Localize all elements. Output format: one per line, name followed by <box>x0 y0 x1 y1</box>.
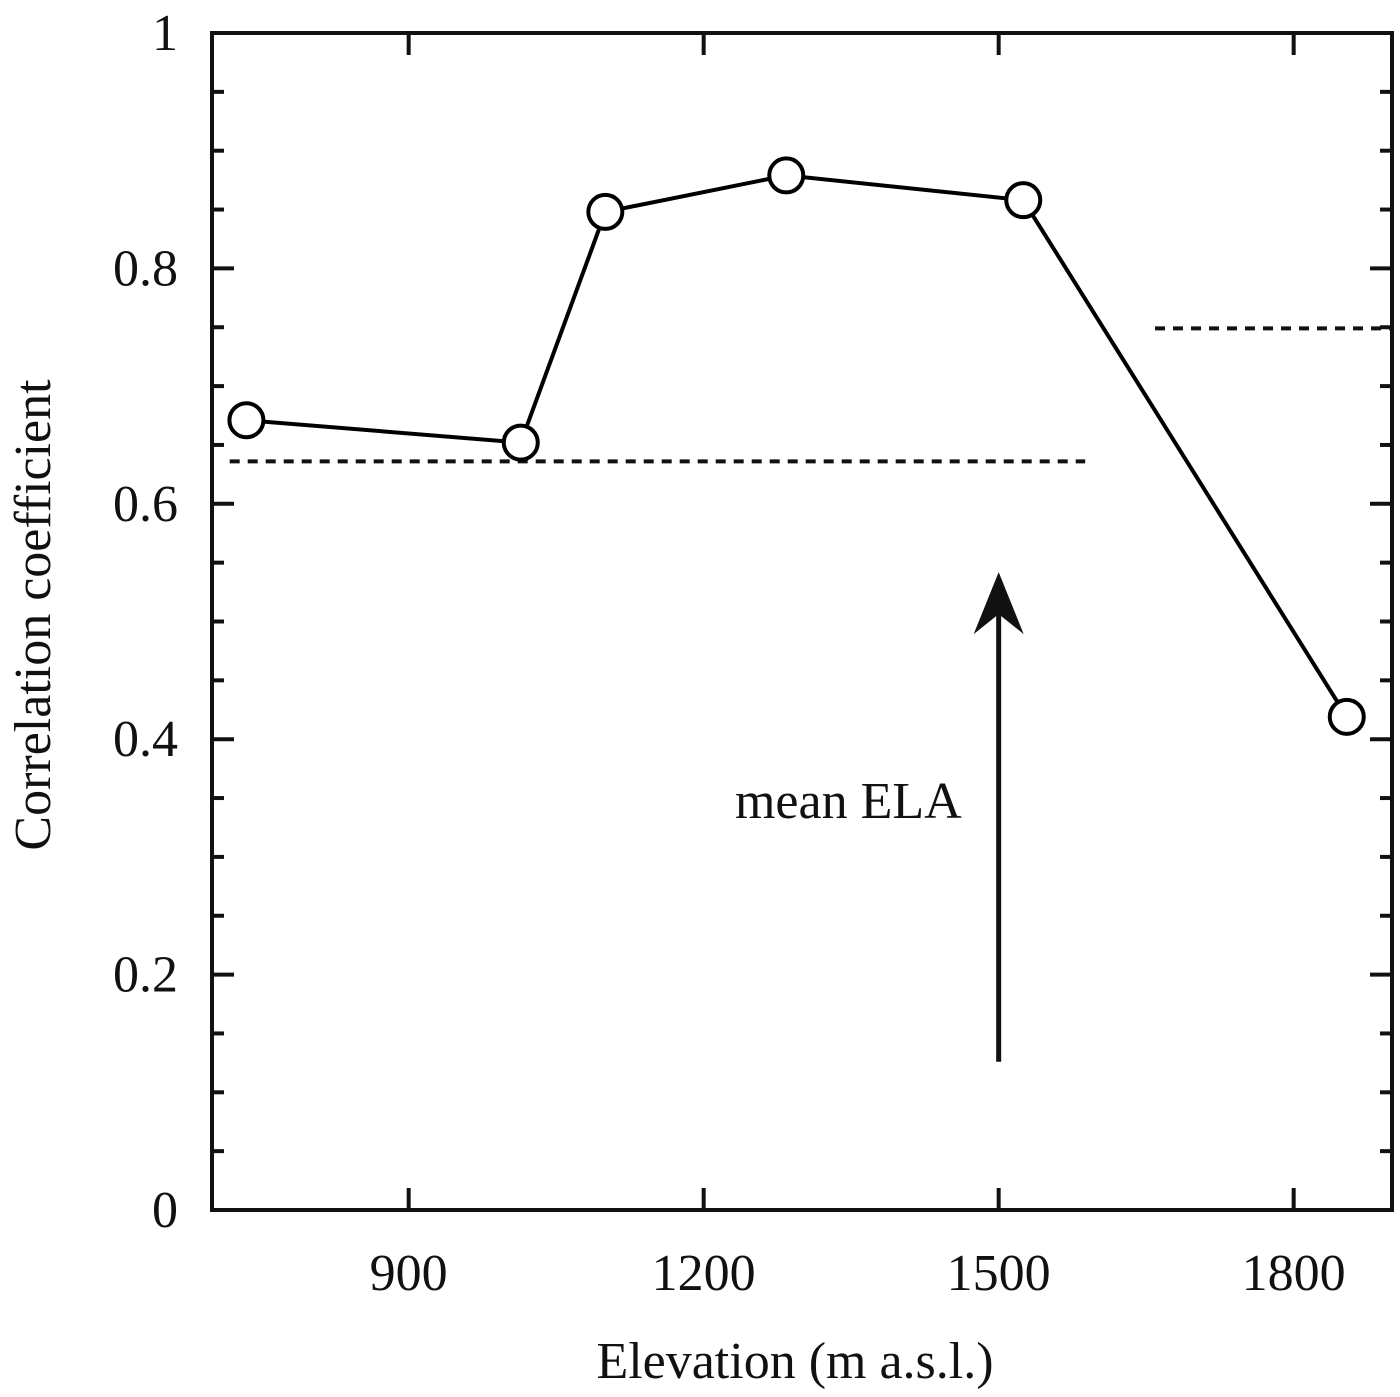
data-point <box>1327 697 1366 736</box>
plot-frame <box>210 31 1394 1212</box>
y-tick-label: 0.2 <box>113 947 178 1004</box>
y-tick-label: 0.4 <box>113 711 178 768</box>
data-point <box>227 401 266 440</box>
data-point <box>767 156 806 195</box>
y-tick-label: 0 <box>152 1182 178 1239</box>
data-line <box>246 173 1349 718</box>
data-point <box>586 192 625 231</box>
y-tick-label: 1 <box>152 5 178 62</box>
data-point <box>1004 181 1043 220</box>
x-tick-label: 1200 <box>652 1245 756 1302</box>
data-point <box>501 423 540 462</box>
y-tick-label: 0.8 <box>113 240 178 297</box>
annotation-arrow-head <box>973 572 1024 635</box>
x-tick-label: 1500 <box>947 1245 1051 1302</box>
x-tick-label: 900 <box>370 1245 448 1302</box>
y-tick-label: 0.6 <box>113 476 178 533</box>
x-axis-label: Elevation (m a.s.l.) <box>596 1333 993 1390</box>
x-tick-label: 1800 <box>1242 1245 1346 1302</box>
y-axis-label: Correlation coefficient <box>5 379 62 851</box>
annotation-text: mean ELA <box>735 773 962 830</box>
